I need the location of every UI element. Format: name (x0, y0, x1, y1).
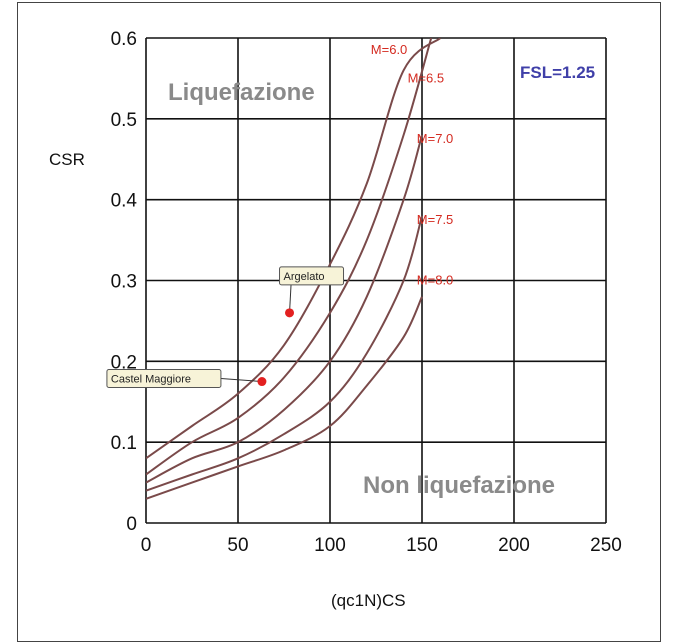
y-tick-label: 0 (126, 514, 137, 535)
curve-labels: M=6.0M=6.5 M=7.0 M=7.5 M=8.0 (371, 42, 454, 287)
y-axis-title: CSR (49, 150, 85, 169)
curve-m-7-5 (146, 215, 423, 492)
curve-label: M=6.5 (408, 70, 445, 85)
y-tick-label: 0.1 (111, 433, 137, 454)
grid (145, 37, 607, 524)
curve-label: M=8.0 (417, 273, 454, 288)
point-label: Argelato (284, 271, 325, 283)
site-points: Argelato Castel Maggiore (106, 266, 345, 389)
curve-label: M=6.0 (371, 42, 408, 57)
y-tick-label: 0.4 (111, 191, 138, 212)
site-point (257, 377, 267, 387)
curve-label: M=7.5 (417, 212, 454, 227)
curve-m-6-0 (146, 38, 442, 460)
non-liquefaction-region-label: Non liquefazione (363, 472, 555, 499)
y-tick-label: 0.3 (111, 272, 137, 293)
y-tick-label: 0.5 (111, 110, 137, 131)
x-tick-label: 150 (406, 535, 438, 556)
curve-m-8-0 (146, 296, 423, 500)
site-point (285, 308, 295, 318)
callout-box (106, 369, 222, 389)
callout-box (279, 266, 345, 286)
curve-label: M=7.0 (417, 131, 454, 146)
curve-m-7-0 (146, 134, 423, 484)
figure-frame: 0 50 100 150 200 250 0 0.1 0.2 0.3 0.4 0.5 0.6 CSR (… (17, 2, 661, 642)
point-label: Castel Maggiore (111, 374, 191, 386)
x-tick-label: 50 (227, 535, 248, 556)
y-tick-label: 0.2 (111, 352, 137, 373)
liquefaction-chart: 0 50 100 150 200 250 0 0.1 0.2 0.3 0.4 0.5 0.6 CSR (… (49, 29, 622, 610)
x-tick-label: 100 (314, 535, 346, 556)
liquefaction-region-label: Liquefazione (168, 79, 315, 106)
fsl-label: FSL=1.25 (520, 63, 595, 82)
curve-m-6-5 (146, 38, 433, 476)
callout-leader (220, 378, 262, 383)
x-tick-label: 0 (141, 535, 152, 556)
axis-ticks: 0 50 100 150 200 250 0 0.1 0.2 0.3 0.4 0.5 0.6 (111, 29, 622, 556)
x-axis-title: (qc1N)CS (331, 591, 406, 610)
x-tick-label: 250 (590, 535, 622, 556)
magnitude-curves (146, 38, 442, 500)
y-tick-label: 0.6 (111, 29, 137, 50)
x-tick-label: 200 (498, 535, 530, 556)
